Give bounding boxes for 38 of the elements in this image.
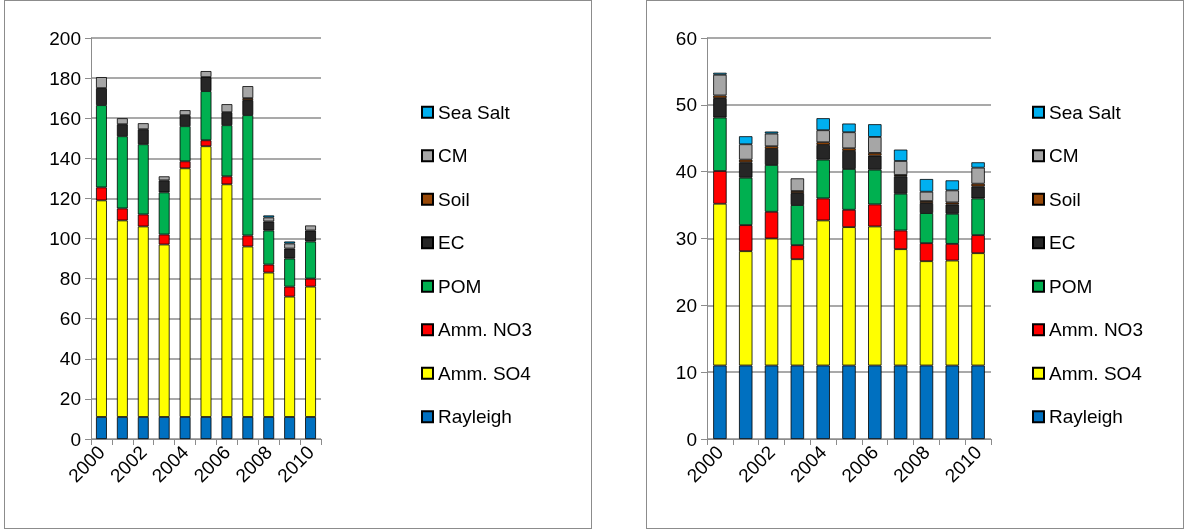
legend-label: EC [1049,232,1076,254]
y-tick-label: 60 [675,27,697,49]
bar [242,86,254,99]
y-tick-label: 80 [59,268,81,290]
legend-label: EC [438,232,465,254]
bar [764,133,779,147]
y-tick-label: 0 [686,428,697,450]
legend-label: CM [438,145,468,167]
y-tick-label: 200 [49,27,81,49]
y-tick-label: 100 [49,228,81,249]
bar [790,178,805,192]
y-tick-label: 0 [70,428,81,450]
legend-label: Soil [438,188,470,210]
y-tick-label: 10 [675,361,697,383]
legend-label: Soil [1049,188,1081,210]
y-tick-label: 120 [49,187,81,209]
y-tick-label: 20 [675,294,697,316]
legend-label: Amm. NO3 [438,319,532,341]
y-tick-label: 40 [59,348,81,370]
y-tick-label: 50 [675,94,697,116]
legend-label: Rayleigh [1049,406,1123,428]
legend-label: Sea Salt [438,101,511,123]
legend-label: CM [1049,145,1079,167]
y-tick-label: 40 [675,161,697,183]
legend-label: POM [438,275,482,297]
bar [713,74,727,96]
legend-label: POM [1049,275,1093,297]
y-tick-label: 20 [59,388,81,410]
y-tick-label: 180 [49,67,81,89]
y-tick-label: 140 [49,147,81,169]
legend-label: Amm. SO4 [1049,362,1143,384]
y-tick-label: 60 [59,308,81,330]
y-tick-label: 30 [675,228,697,249]
legend-label: Amm. SO4 [438,362,532,384]
legend-label: Amm. NO3 [1049,319,1143,341]
legend-label: Sea Salt [1049,101,1122,123]
legend-label: Rayleigh [438,406,512,428]
y-tick-label: 160 [49,107,81,129]
